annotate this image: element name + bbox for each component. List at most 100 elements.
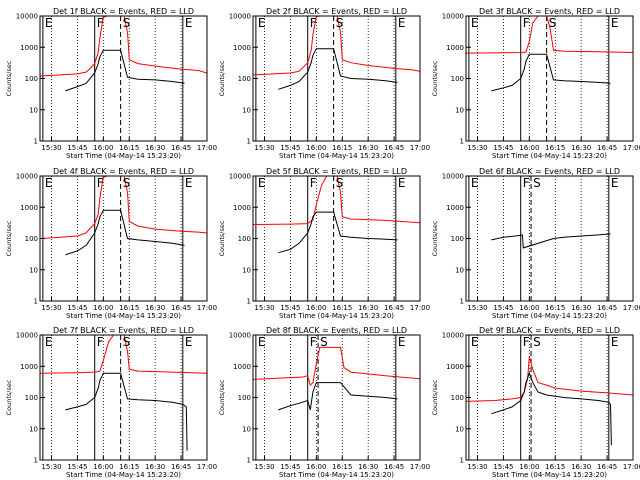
- marker-label: E: [398, 335, 406, 349]
- x-tick-label: 16:15: [545, 144, 565, 152]
- y-axis-label: Counts/sec: [218, 60, 226, 96]
- x-tick-label: 16:00: [93, 304, 113, 312]
- y-tick-label: 100: [25, 394, 38, 402]
- y-tick-label: 100: [25, 75, 38, 83]
- marker-label: S: [549, 16, 557, 30]
- x-tick-label: 16:30: [145, 144, 165, 152]
- series-line-2: [491, 53, 611, 92]
- y-axis-label: Counts/sec: [218, 220, 226, 256]
- plot-area: [466, 16, 633, 141]
- series-line-1: [466, 356, 633, 402]
- x-tick-label: 16:30: [145, 304, 165, 312]
- plot-area: [40, 335, 207, 460]
- series-line-1: [40, 16, 207, 77]
- x-tick-label: 15:45: [280, 304, 300, 312]
- series-line-1: [40, 335, 207, 374]
- plot-area: [40, 16, 207, 141]
- y-axis-label: Counts/sec: [431, 379, 439, 415]
- marker-label: E: [398, 16, 406, 30]
- series-line-1: [40, 176, 207, 239]
- x-tick-label: 16:45: [597, 304, 617, 312]
- x-tick-label: 17:00: [197, 304, 217, 312]
- x-tick-label: 16:15: [119, 144, 139, 152]
- plot-frame: [465, 334, 634, 461]
- x-tick-label: 16:15: [332, 144, 352, 152]
- x-tick-label: 15:45: [493, 144, 513, 152]
- plot-area: [253, 176, 420, 301]
- y-tick-label: 10000: [16, 332, 38, 340]
- series-line-2: [65, 49, 185, 92]
- marker-label: E: [471, 176, 479, 190]
- series-line-2: [491, 371, 612, 446]
- x-tick-label: 15:45: [67, 463, 87, 471]
- x-axis-label: Start Time (04-May-14 15:23:20): [279, 471, 394, 479]
- y-tick-label: 10000: [229, 173, 251, 181]
- y-tick-label: 1: [247, 138, 251, 146]
- marker-label: E: [185, 16, 193, 30]
- x-tick-label: 16:30: [571, 304, 591, 312]
- y-axis-label: Counts/sec: [5, 379, 13, 415]
- y-tick-label: 1000: [20, 204, 38, 212]
- y-tick-label: 10: [242, 106, 251, 114]
- plot-area: [253, 335, 420, 460]
- marker-label: F: [97, 16, 104, 30]
- x-axis-label: Start Time (04-May-14 15:23:20): [279, 152, 394, 160]
- y-tick-label: 1: [460, 138, 464, 146]
- x-tick-label: 15:30: [467, 304, 487, 312]
- marker-label: S: [123, 335, 131, 349]
- x-tick-label: 15:45: [493, 463, 513, 471]
- marker-label: S: [123, 16, 131, 30]
- y-axis-label: Counts/sec: [431, 60, 439, 96]
- series-line-1: [466, 16, 633, 54]
- x-tick-label: 16:00: [519, 463, 539, 471]
- y-tick-label: 10: [455, 425, 464, 433]
- marker-label: E: [611, 176, 619, 190]
- series-line-1: [491, 233, 611, 249]
- y-axis-label: Counts/sec: [5, 220, 13, 256]
- y-tick-label: 10: [455, 266, 464, 274]
- series-line-1: [253, 16, 420, 76]
- x-tick-label: 16:30: [145, 463, 165, 471]
- y-tick-label: 10: [242, 425, 251, 433]
- y-tick-label: 10: [29, 266, 38, 274]
- x-tick-label: 16:00: [306, 463, 326, 471]
- marker-label: E: [185, 335, 193, 349]
- marker-label: E: [45, 335, 53, 349]
- y-tick-label: 1000: [20, 44, 38, 52]
- marker-label: S: [123, 176, 131, 190]
- y-tick-label: 10000: [442, 13, 464, 21]
- x-tick-label: 17:00: [623, 463, 640, 471]
- y-tick-label: 10000: [229, 332, 251, 340]
- y-tick-label: 100: [25, 235, 38, 243]
- marker-label: F: [523, 176, 530, 190]
- marker-label: F: [310, 16, 317, 30]
- marker-label: S: [336, 176, 344, 190]
- marker-label: E: [471, 16, 479, 30]
- x-tick-label: 15:30: [41, 304, 61, 312]
- marker-label: S: [336, 16, 344, 30]
- panel-title: Det 7f BLACK = Events, RED = LLD: [53, 326, 194, 335]
- panel-title: Det 5f BLACK = Events, RED = LLD: [266, 167, 407, 176]
- y-axis-label: Counts/sec: [431, 220, 439, 256]
- plot-frame: [465, 15, 634, 142]
- y-tick-label: 100: [451, 75, 464, 83]
- y-tick-label: 100: [451, 235, 464, 243]
- x-tick-label: 15:45: [67, 304, 87, 312]
- y-tick-label: 1: [460, 457, 464, 465]
- series-line-1: [253, 346, 420, 387]
- x-tick-label: 16:30: [358, 463, 378, 471]
- x-tick-label: 17:00: [197, 144, 217, 152]
- y-axis-label: Counts/sec: [218, 379, 226, 415]
- y-tick-label: 1000: [446, 363, 464, 371]
- y-tick-label: 100: [238, 75, 251, 83]
- x-tick-label: 16:00: [93, 144, 113, 152]
- marker-label: E: [185, 176, 193, 190]
- x-tick-label: 15:30: [254, 304, 274, 312]
- x-tick-label: 16:15: [545, 463, 565, 471]
- x-tick-label: 16:00: [519, 144, 539, 152]
- marker-label: F: [97, 176, 104, 190]
- x-tick-label: 16:45: [384, 144, 404, 152]
- x-axis-label: Start Time (04-May-14 15:23:20): [66, 152, 181, 160]
